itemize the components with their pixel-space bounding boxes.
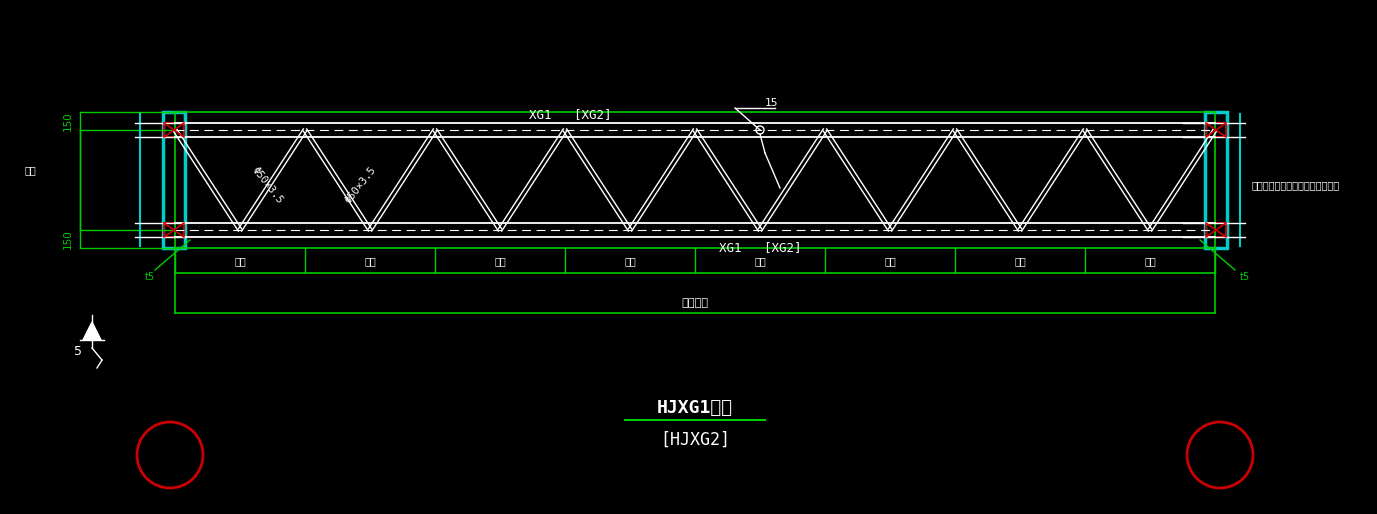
Polygon shape: [83, 322, 101, 340]
Text: 等分: 等分: [755, 256, 766, 266]
Text: Φ50×3.5: Φ50×3.5: [249, 164, 285, 205]
Bar: [1205, 112, 1227, 248]
Text: 等分: 等分: [234, 256, 246, 266]
Text: 等间距分: 等间距分: [682, 298, 709, 308]
Text: 连框横杆，一端开口插入加剧贴车: 连框横杆，一端开口插入加剧贴车: [1252, 180, 1340, 190]
Text: XG1   [XG2]: XG1 [XG2]: [719, 242, 801, 254]
Text: 等分: 等分: [1013, 256, 1026, 266]
Text: [HJXG2]: [HJXG2]: [660, 431, 730, 449]
Text: 5: 5: [74, 345, 83, 358]
Bar: [164, 123, 185, 137]
Text: 等分: 等分: [494, 256, 505, 266]
Text: 等分: 等分: [884, 256, 896, 266]
Text: Φ50×3.5: Φ50×3.5: [343, 164, 377, 205]
Text: 等分: 等分: [624, 256, 636, 266]
Text: 150: 150: [63, 111, 73, 131]
Text: 15: 15: [766, 98, 778, 108]
Text: 等分: 等分: [364, 256, 376, 266]
Text: t5: t5: [1241, 272, 1250, 282]
Bar: [1206, 123, 1226, 137]
Text: HJXG1详图: HJXG1详图: [657, 399, 733, 417]
Bar: [164, 223, 185, 237]
Text: 150: 150: [63, 229, 73, 249]
Text: t5: t5: [145, 272, 156, 282]
Text: 等分: 等分: [1144, 256, 1155, 266]
Text: XG1   [XG2]: XG1 [XG2]: [529, 108, 611, 121]
Bar: [162, 112, 185, 248]
Bar: [1206, 223, 1226, 237]
Text: 识别: 识别: [25, 165, 36, 175]
